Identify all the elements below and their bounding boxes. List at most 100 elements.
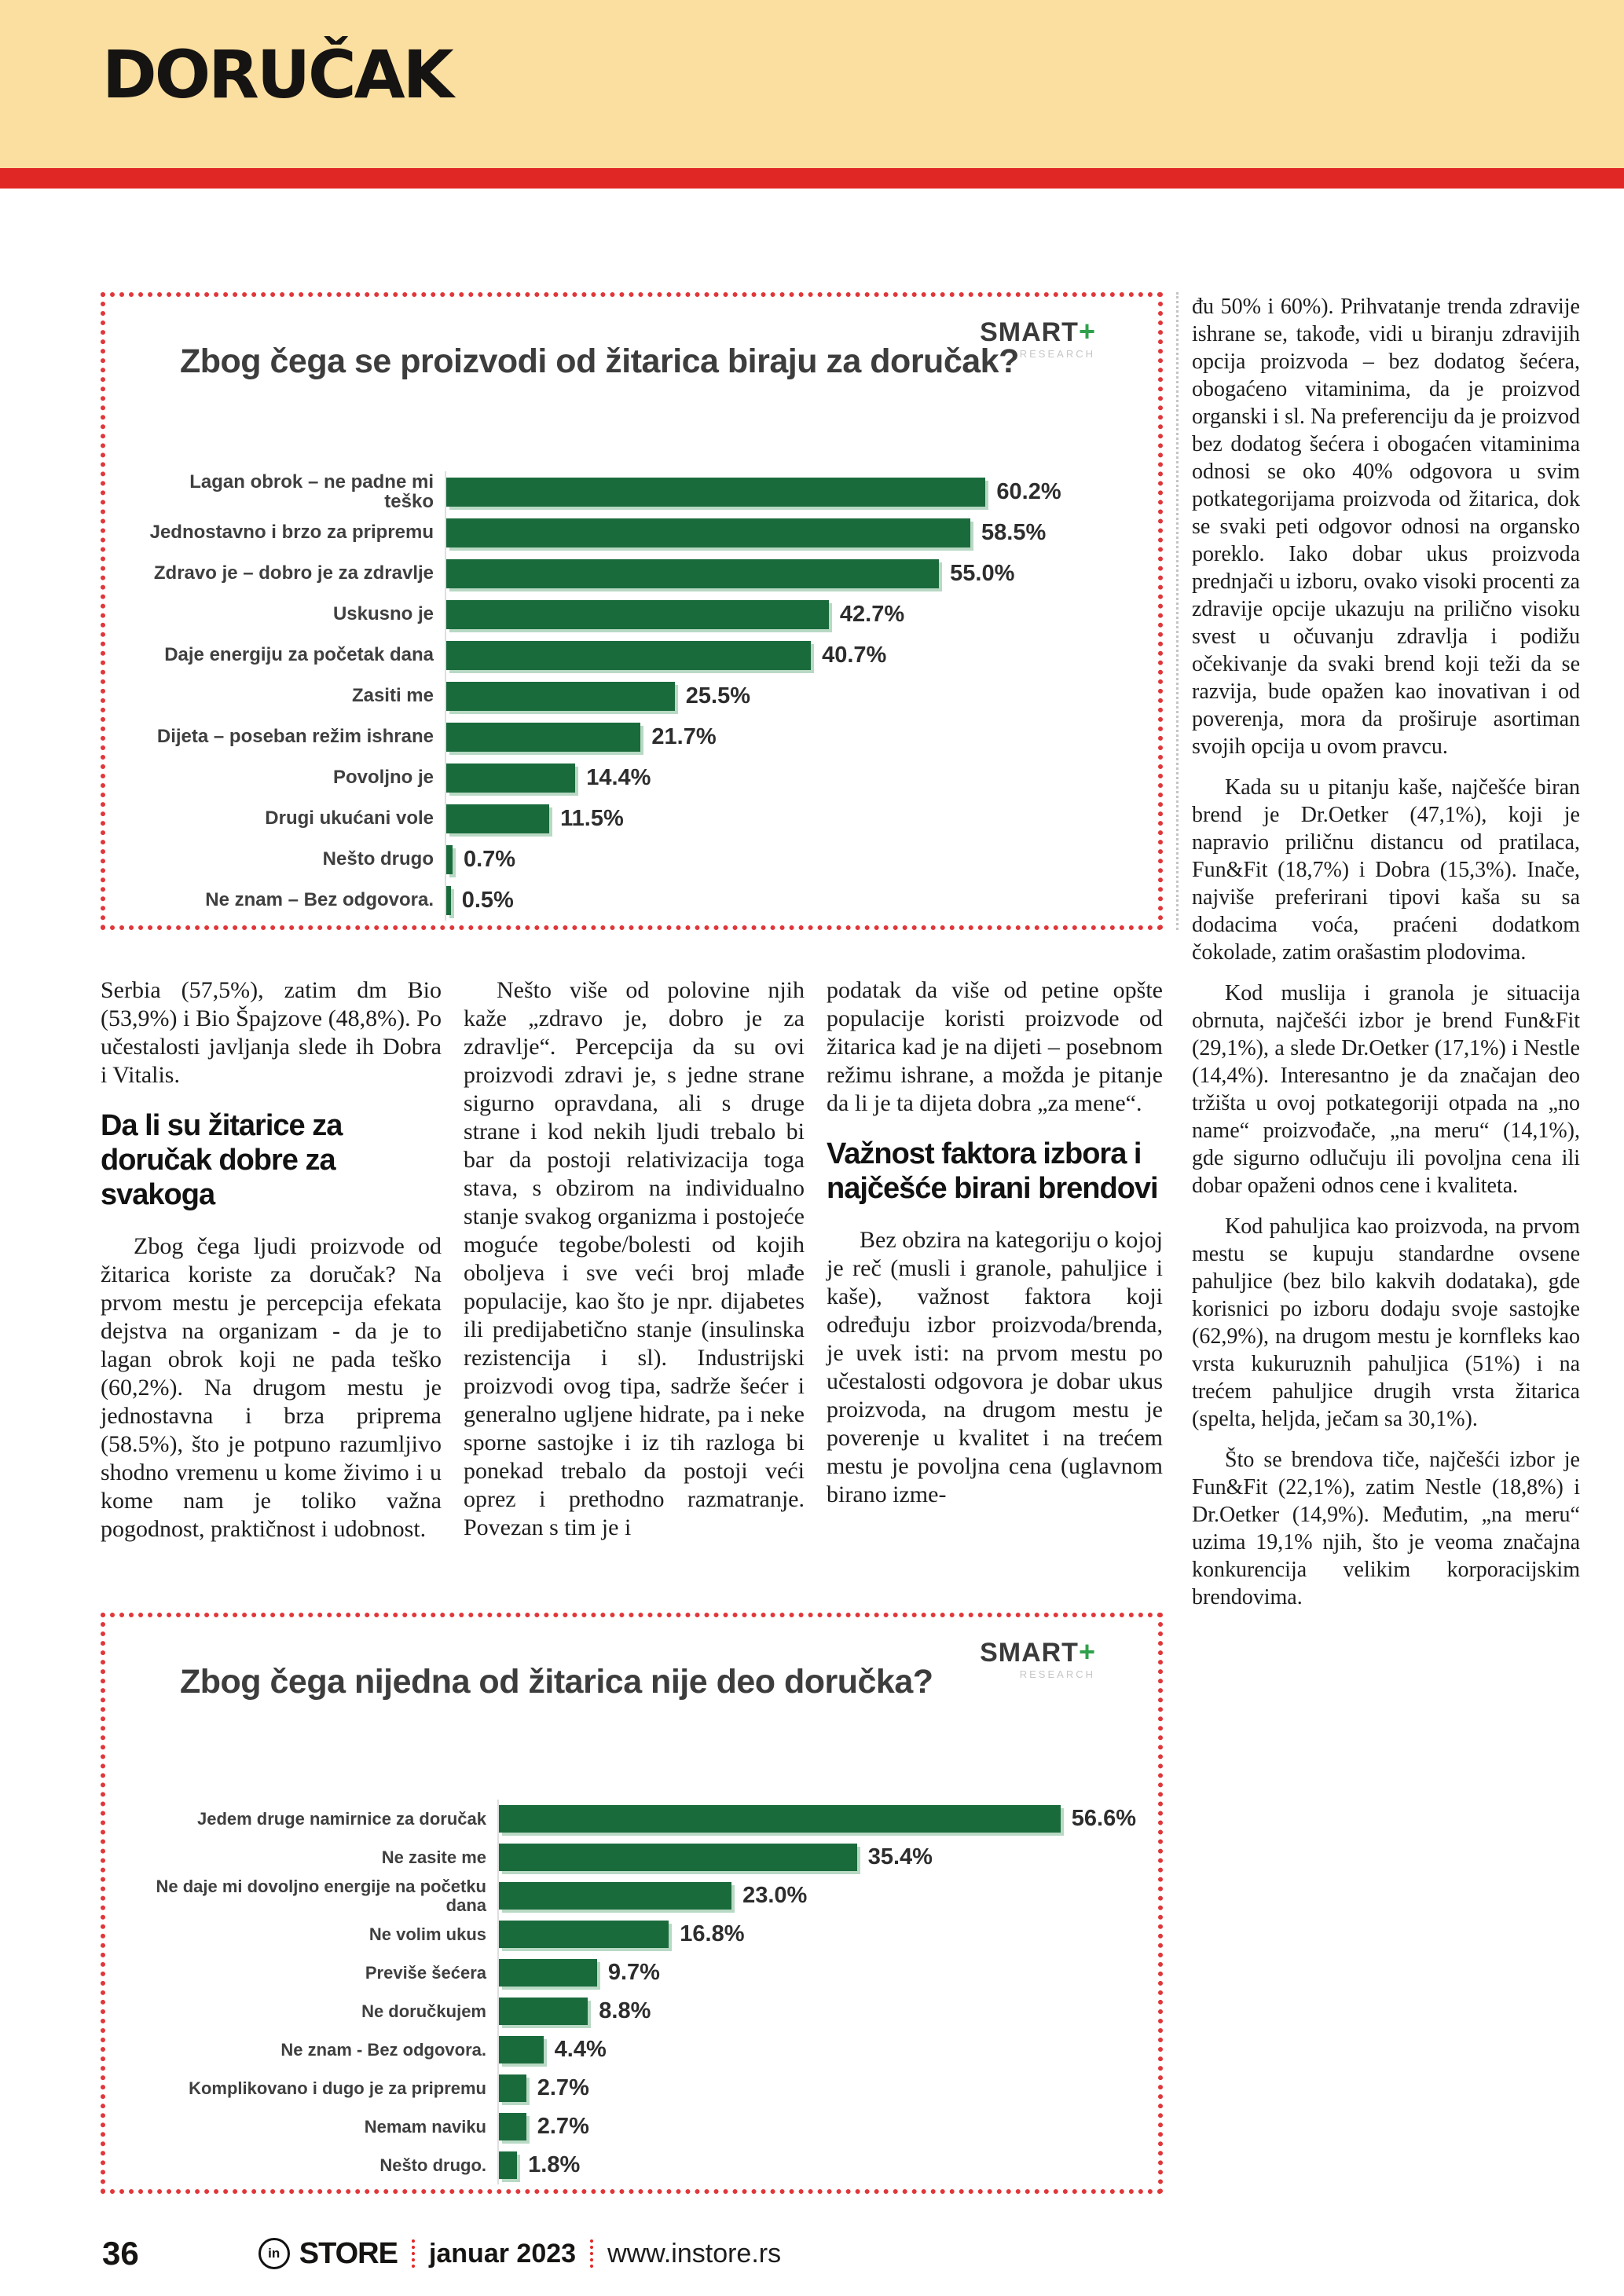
bar <box>499 1921 669 1948</box>
plus-icon: + <box>1078 315 1095 347</box>
bar <box>446 844 453 874</box>
bar-track: 4.4% <box>497 2031 1136 2069</box>
bar-label: Ne znam – Bez odgovora. <box>205 889 434 911</box>
paragraph: Bez obzira na kategoriju o kojoj je reč … <box>827 1227 1163 1507</box>
chart2-bars: Jedem druge namirnice za doručak 56.6% N… <box>137 1800 1136 2184</box>
bar <box>446 681 675 711</box>
bar <box>446 518 971 547</box>
bar-track: 40.7% <box>445 635 1136 676</box>
bar-track: 42.7% <box>445 594 1136 635</box>
page-header: DORUČAK <box>0 0 1624 168</box>
footer-brand: STORE <box>299 2236 398 2270</box>
paragraph: Kod pahuljica kao proizvoda, na prvom me… <box>1192 1214 1580 1431</box>
bar-label: Nemam naviku <box>364 2116 486 2137</box>
smartplus-logo: SMART+ RESEARCH <box>980 315 1095 360</box>
paragraph: đu 50% i 60%). Prihvatanje trenda zdravi… <box>1192 295 1580 759</box>
article-column-2: Nešto više od polovine njih kaže „zdravo… <box>464 976 805 1542</box>
page-number: 36 <box>102 2235 139 2272</box>
chart1-box: SMART+ RESEARCH Zbog čega se proizvodi o… <box>101 292 1163 930</box>
bar <box>446 558 940 588</box>
bar-label: Lagan obrok – ne padne mi teško <box>189 471 434 512</box>
bar-track: 25.5% <box>445 676 1136 716</box>
bar-label: Povoljno je <box>332 767 434 789</box>
bar-track: 16.8% <box>497 1915 1136 1954</box>
bar <box>446 640 812 670</box>
instore-logo-icon: in <box>258 2238 290 2269</box>
bar-label: Nešto drugo <box>322 848 434 870</box>
bar-label: Daje energiju za početak dana <box>164 644 434 666</box>
bar-row: Uskusno je 42.7% <box>137 594 1136 635</box>
bar-value: 16.8% <box>680 1921 745 1946</box>
bar <box>499 2036 544 2063</box>
bar <box>499 2113 526 2140</box>
article-column-3: podatak da više od petine opšte populaci… <box>827 976 1163 1509</box>
bar-track: 11.5% <box>445 798 1136 839</box>
bar <box>446 477 986 507</box>
bar-value: 14.4% <box>586 764 651 790</box>
page-title: DORUČAK <box>102 36 454 113</box>
bar-row: Lagan obrok – ne padne mi teško 60.2% <box>137 471 1136 512</box>
smartplus-logo: SMART+ RESEARCH <box>980 1638 1095 1680</box>
footer-brand-group: in STORE januar 2023 www.instore.rs <box>258 2237 781 2271</box>
bar-row: Ne daje mi dovoljno energije na početku … <box>137 1877 1136 1915</box>
bar-label: Ne zasite me <box>381 1847 486 1867</box>
bar-track: 8.8% <box>497 1992 1136 2031</box>
column-divider <box>1176 292 1179 930</box>
paragraph: Što se brendova tiče, najčešći izbor je … <box>1192 1448 1580 1609</box>
bar-row: Nemam naviku 2.7% <box>137 2107 1136 2146</box>
chart1-title: Zbog čega se proizvodi od žitarica biraj… <box>180 342 1019 380</box>
footer-website: www.instore.rs <box>607 2238 782 2269</box>
smart-logo-subtext: RESEARCH <box>1019 1668 1095 1680</box>
footer-issue-date: januar 2023 <box>428 2238 577 2269</box>
bar-row: Ne doručkujem 8.8% <box>137 1992 1136 2031</box>
section-heading: Važnost faktora izbora i najčešće birani… <box>827 1137 1159 1205</box>
bar-track: 9.7% <box>497 1954 1136 1992</box>
bar-track: 60.2% <box>445 471 1136 512</box>
smart-logo-text: SMART <box>980 317 1079 347</box>
bar-label: Uskusno je <box>332 603 434 625</box>
bar-row: Drugi ukućani vole 11.5% <box>137 798 1136 839</box>
bar-value: 55.0% <box>950 560 1015 586</box>
bar-label: Zasiti me <box>351 685 434 707</box>
bar-value: 0.7% <box>463 846 516 872</box>
instore-logo-icon-text: in <box>268 2246 280 2261</box>
paragraph: Serbia (57,5%), zatim dm Bio (53,9%) i B… <box>101 977 442 1088</box>
section-heading: Da li su žitarice za doručak dobre za sv… <box>101 1109 343 1211</box>
bar-value: 42.7% <box>839 601 905 627</box>
bar-track: 1.8% <box>497 2146 1136 2184</box>
bar <box>446 804 550 833</box>
bar-track: 56.6% <box>497 1800 1136 1838</box>
bar-value: 8.8% <box>599 1998 651 2023</box>
bar-value: 2.7% <box>537 2114 589 2139</box>
header-red-stripe <box>0 168 1624 189</box>
bar-label: Nešto drugo. <box>379 2155 486 2175</box>
bar-row: Nešto drugo. 1.8% <box>137 2146 1136 2184</box>
bar-value: 0.5% <box>461 887 514 913</box>
bar-track: 55.0% <box>445 553 1136 594</box>
bar-value: 56.6% <box>1071 1806 1136 1831</box>
bar <box>446 763 576 793</box>
bar-label: Ne doručkujem <box>361 2001 486 2021</box>
bar-row: Daje energiju za početak dana 40.7% <box>137 635 1136 676</box>
bar-row: Previše šećera 9.7% <box>137 1954 1136 1992</box>
bar-value: 2.7% <box>537 2075 589 2100</box>
bar-row: Jednostavno i brzo za pripremu 58.5% <box>137 512 1136 553</box>
article-columns: Serbia (57,5%), zatim dm Bio (53,9%) i B… <box>101 976 1163 1609</box>
bar-row: Nešto drugo 0.7% <box>137 839 1136 880</box>
bar <box>499 1882 732 1910</box>
bar-label: Komplikovano i dugo je za pripremu <box>189 2078 486 2098</box>
bar-value: 23.0% <box>742 1883 808 1908</box>
bar-label: Previše šećera <box>365 1962 486 1983</box>
bar <box>499 1998 588 2025</box>
bar <box>499 1959 597 1987</box>
bar-row: Zdravo je – dobro je za zdravlje 55.0% <box>137 553 1136 594</box>
bar-track: 14.4% <box>445 757 1136 798</box>
bar-row: Ne volim ukus 16.8% <box>137 1915 1136 1954</box>
bar-track: 2.7% <box>497 2069 1136 2107</box>
bar <box>499 1805 1061 1833</box>
bar-track: 2.7% <box>497 2107 1136 2146</box>
bar-track: 35.4% <box>497 1838 1136 1877</box>
paragraph: Zbog čega ljudi proizvode od žitarica ko… <box>101 1233 442 1542</box>
bar-track: 21.7% <box>445 716 1136 757</box>
